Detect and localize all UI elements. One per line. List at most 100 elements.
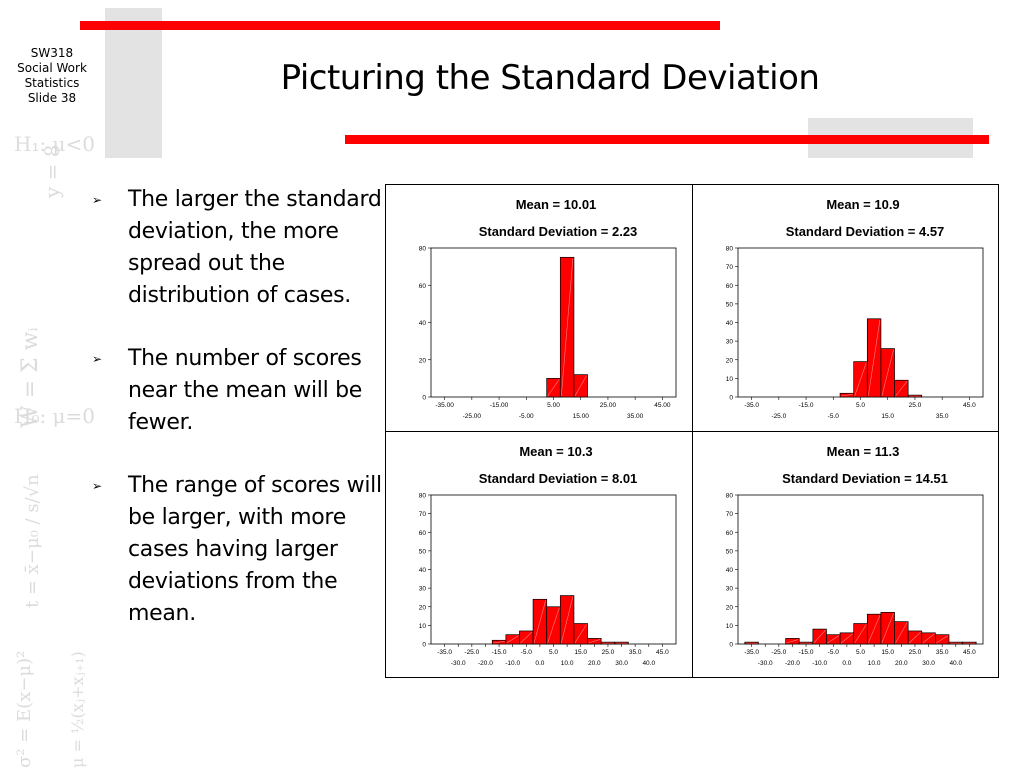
y-tick-label: 40 <box>419 320 427 327</box>
y-tick-label: 10 <box>726 623 734 630</box>
histogram-panel: Mean = 10.01 Standard Deviation = 2.23 0 20… <box>419 197 677 420</box>
bar-highlight <box>922 633 935 644</box>
bullet-item: ➢ The number of scores near the mean will… <box>88 343 388 439</box>
formula-watermark: H₁: μ<0 y = 8 W = Σ wᵢ H₀: μ=0 t = x̄−μ₀… <box>0 128 103 768</box>
x-tick-label: 30.0 <box>922 660 935 667</box>
bar-highlight <box>881 613 894 644</box>
x-tick-label: 35.0 <box>629 649 642 656</box>
bar-highlight <box>574 624 587 644</box>
histogram-grid: Mean = 10.01 Standard Deviation = 2.23 0 20… <box>385 184 999 678</box>
bar-highlight <box>547 607 560 644</box>
histogram-panel: Mean = 11.3 Standard Deviation = 14.51 0 10… <box>726 444 984 667</box>
bullet-item: ➢ The range of scores will be larger, wit… <box>88 470 388 630</box>
bar-highlight <box>854 362 867 397</box>
x-tick-label: -5.0 <box>828 413 840 420</box>
x-tick-label: 5.0 <box>856 402 865 409</box>
x-tick-label: -5.0 <box>521 649 533 656</box>
x-tick-label: 35.00 <box>627 413 644 420</box>
bar-highlight <box>786 639 799 644</box>
x-tick-label: 20.0 <box>895 660 908 667</box>
bar-highlight <box>561 258 574 397</box>
x-tick-label: 15.0 <box>881 413 894 420</box>
slide-title: Picturing the Standard Deviation <box>280 58 820 98</box>
course-name-line: Social Work <box>17 61 87 75</box>
bar-highlight <box>827 635 840 644</box>
bar-highlight <box>841 393 853 397</box>
x-tick-label: 45.0 <box>656 649 669 656</box>
y-tick-label: 10 <box>726 376 734 383</box>
x-tick-label: 25.00 <box>600 402 617 409</box>
bar-highlight <box>854 624 867 644</box>
x-tick-label: -15.0 <box>799 649 814 656</box>
y-tick-label: 60 <box>726 283 734 290</box>
x-tick-label: -35.0 <box>437 649 452 656</box>
y-tick-label: 70 <box>419 511 427 518</box>
chart-subtitle: Standard Deviation = 14.51 <box>782 471 948 486</box>
x-tick-label: 0.0 <box>535 660 544 667</box>
y-tick-label: 20 <box>726 357 734 364</box>
bar-highlight <box>868 319 881 397</box>
bar-highlight <box>813 629 826 644</box>
y-tick-label: 30 <box>726 339 734 346</box>
x-tick-label: 0.0 <box>842 660 851 667</box>
chart-title: Mean = 11.3 <box>827 444 900 459</box>
x-tick-label: 45.0 <box>963 649 976 656</box>
y-tick-label: 20 <box>726 604 734 611</box>
histogram-canvas: Mean = 10.01 Standard Deviation = 2.23 0 20… <box>419 197 984 667</box>
y-tick-label: 40 <box>419 567 427 574</box>
y-tick-label: 0 <box>422 395 426 402</box>
x-tick-label: -30.0 <box>758 660 773 667</box>
bullet-arrow-icon: ➢ <box>92 479 102 493</box>
y-tick-label: 70 <box>726 511 734 518</box>
bullet-text: The larger the standard deviation, the m… <box>128 187 382 308</box>
bullet-list: ➢ The larger the standard deviation, the … <box>88 184 388 661</box>
watermark-formula: H₁: μ<0 <box>14 132 96 156</box>
watermark-formula: t = x̄−μ₀ / s/√n <box>22 474 43 608</box>
watermark-formula: μ = ½(xⱼ+xⱼ₊₁) <box>68 651 87 768</box>
y-tick-label: 50 <box>726 548 734 555</box>
bullet-arrow-icon: ➢ <box>92 352 102 366</box>
bar-highlight <box>588 639 601 644</box>
y-tick-label: 0 <box>729 642 733 649</box>
y-tick-label: 10 <box>419 623 427 630</box>
chart-subtitle: Standard Deviation = 2.23 <box>479 224 638 239</box>
bar-highlight <box>506 635 519 644</box>
bar-highlight <box>547 379 560 397</box>
x-tick-label: 25.0 <box>909 402 922 409</box>
course-code: SW318 <box>30 46 74 60</box>
bar-highlight <box>895 622 908 644</box>
y-tick-label: 50 <box>726 301 734 308</box>
x-tick-label: 25.0 <box>602 649 615 656</box>
x-tick-label: 10.0 <box>868 660 881 667</box>
chart-subtitle: Standard Deviation = 8.01 <box>479 471 638 486</box>
x-tick-label: 15.0 <box>881 649 894 656</box>
y-tick-label: 20 <box>419 357 427 364</box>
x-tick-label: 30.0 <box>615 660 628 667</box>
x-tick-label: 35.0 <box>936 413 949 420</box>
chart-subtitle: Standard Deviation = 4.57 <box>786 224 945 239</box>
x-tick-label: -5.0 <box>828 649 840 656</box>
x-tick-label: 5.0 <box>856 649 865 656</box>
y-tick-label: 60 <box>419 530 427 537</box>
y-tick-label: 80 <box>726 493 734 500</box>
x-tick-label: -25.0 <box>771 649 786 656</box>
decorative-grey-bar-vertical <box>105 8 162 158</box>
plot-frame <box>430 247 677 398</box>
x-tick-label: -25.0 <box>771 413 786 420</box>
watermark-formula: y = 8 <box>40 144 64 199</box>
x-tick-label: 40.0 <box>642 660 655 667</box>
bar-highlight <box>868 615 881 644</box>
y-tick-label: 80 <box>726 246 734 253</box>
x-tick-label: -35.00 <box>435 402 454 409</box>
bullet-text: The range of scores will be larger, with… <box>128 473 382 626</box>
x-tick-label: 25.0 <box>909 649 922 656</box>
x-tick-label: -15.0 <box>492 649 507 656</box>
x-tick-label: -35.0 <box>744 649 759 656</box>
slide-number: Slide 38 <box>27 91 77 105</box>
x-tick-label: -5.00 <box>519 413 534 420</box>
bullet-arrow-icon: ➢ <box>92 193 102 207</box>
x-tick-label: 15.0 <box>574 649 587 656</box>
bar-highlight <box>493 640 505 644</box>
y-tick-label: 50 <box>419 548 427 555</box>
bar-highlight <box>895 381 908 397</box>
